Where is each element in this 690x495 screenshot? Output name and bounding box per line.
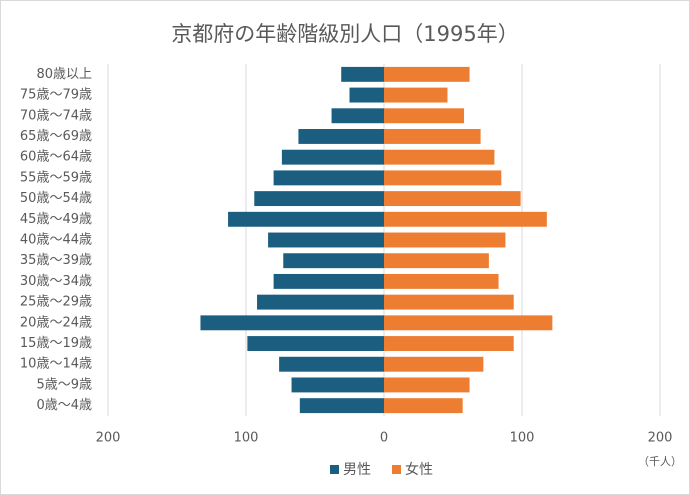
- y-tick-label: 55歳～59歳: [20, 170, 92, 185]
- y-tick-label: 70歳～74歳: [20, 108, 92, 123]
- y-tick-label: 50歳～54歳: [20, 191, 92, 206]
- bar: [384, 253, 489, 269]
- bar: [384, 211, 547, 227]
- bar: [384, 129, 481, 144]
- bar: [384, 315, 553, 331]
- bar: [273, 273, 384, 289]
- y-tick-label: 30歳～34歳: [20, 274, 92, 289]
- unit-label: （千人）: [638, 455, 682, 468]
- bar: [331, 108, 384, 124]
- bar: [384, 356, 484, 372]
- bar: [268, 232, 384, 248]
- bar: [283, 253, 384, 269]
- bar: [384, 232, 506, 248]
- y-tick-label: 45歳～49歳: [20, 212, 92, 227]
- y-tick-label: 40歳～44歳: [20, 233, 92, 248]
- bar: [384, 149, 495, 165]
- bar: [384, 398, 463, 414]
- y-tick-label: 0歳～4歳: [36, 398, 92, 413]
- y-tick-label: 15歳～19歳: [20, 336, 92, 351]
- chart-title: 京都府の年齢階級別人口（1995年）: [171, 22, 518, 46]
- y-tick-label: 35歳～39歳: [20, 253, 92, 268]
- bar: [384, 66, 470, 82]
- y-tick-label: 25歳～29歳: [20, 295, 92, 310]
- bar: [247, 336, 384, 351]
- bar: [349, 87, 384, 103]
- bar: [281, 149, 384, 165]
- bar: [384, 336, 514, 351]
- y-tick-label: 20歳～24歳: [20, 315, 92, 330]
- bar: [384, 170, 502, 186]
- bar: [228, 211, 384, 227]
- bar: [273, 170, 384, 186]
- bar: [384, 377, 470, 393]
- legend-label: 女性: [405, 461, 433, 478]
- bar: [384, 273, 499, 289]
- y-tick-label: 5歳～9歳: [36, 377, 92, 392]
- x-tick-label: 200: [96, 431, 121, 446]
- y-tick-label: 60歳～64歳: [20, 150, 92, 165]
- x-tick-label: 100: [510, 431, 535, 446]
- legend-swatch: [392, 465, 401, 474]
- bar: [384, 191, 521, 207]
- x-tick-label: 200: [648, 431, 673, 446]
- bar: [200, 315, 384, 331]
- y-tick-label: 75歳～79歳: [20, 88, 92, 103]
- bar: [298, 129, 384, 144]
- bar: [384, 294, 514, 310]
- y-tick-label: 80歳以上: [36, 67, 92, 82]
- bar: [279, 356, 384, 372]
- bar: [384, 87, 448, 103]
- bar: [299, 398, 384, 414]
- y-tick-label: 10歳～14歳: [20, 357, 92, 372]
- bar: [341, 66, 384, 82]
- legend-swatch: [330, 465, 339, 474]
- x-tick-label: 100: [234, 431, 259, 446]
- y-tick-label: 65歳～69歳: [20, 129, 92, 144]
- bar: [384, 108, 465, 124]
- x-tick-label: 0: [380, 431, 388, 446]
- bar: [291, 377, 384, 393]
- bar: [254, 191, 384, 207]
- bar: [257, 294, 384, 310]
- legend-label: 男性: [343, 462, 371, 478]
